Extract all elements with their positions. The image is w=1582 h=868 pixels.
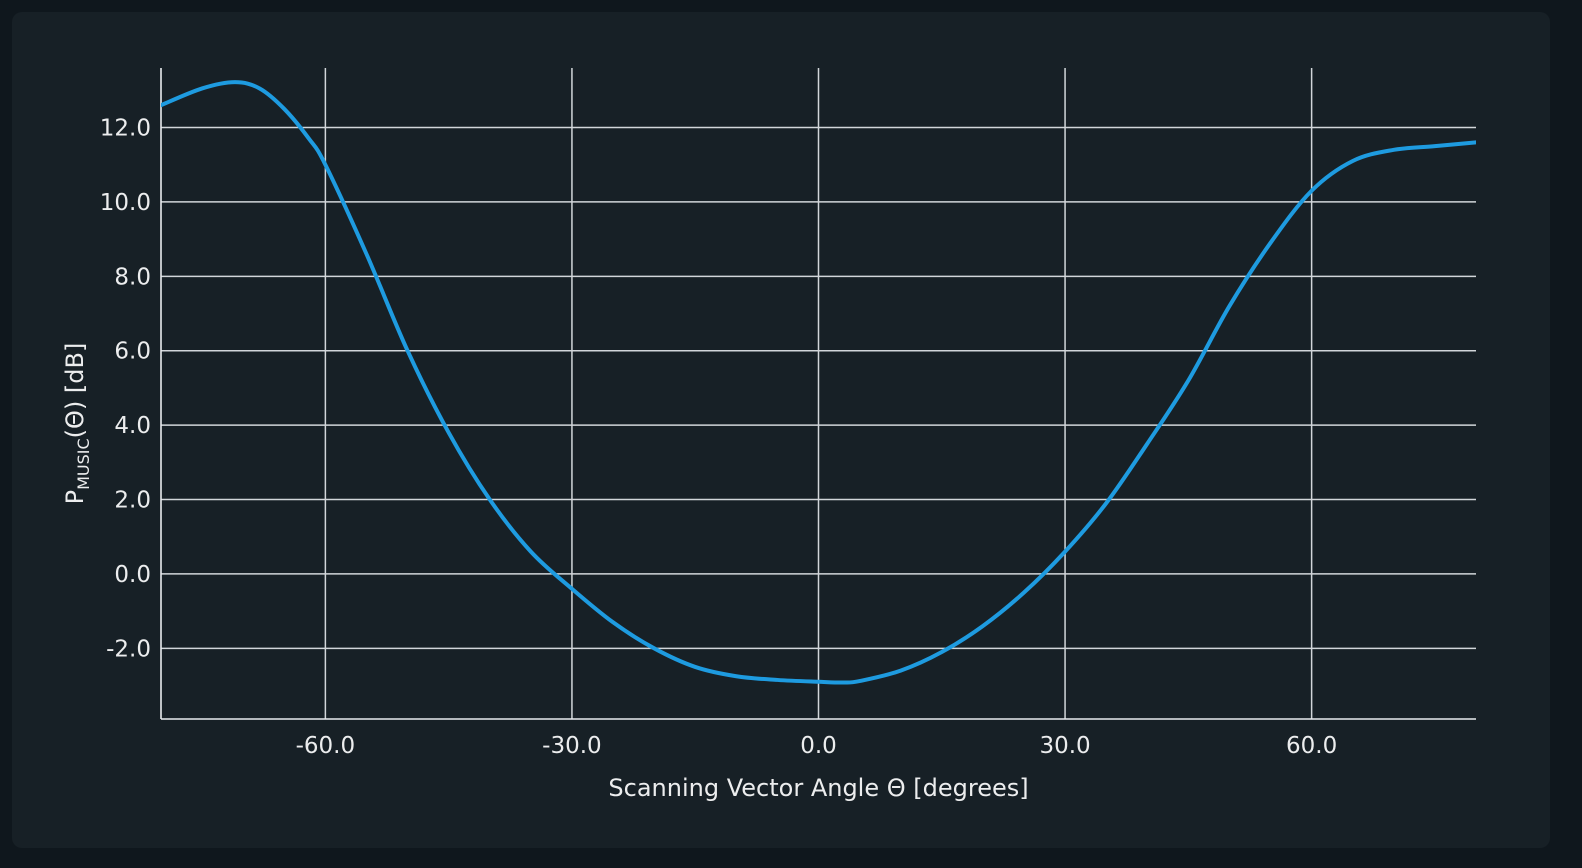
y-tick-label: 8.0 — [114, 264, 151, 290]
y-tick-label: 0.0 — [114, 562, 151, 588]
series-line-0 — [161, 80, 1476, 685]
x-tick-labels: -60.0 -30.0 0.0 30.0 60.0 — [296, 733, 1338, 759]
x-tick-label: -60.0 — [296, 733, 356, 759]
y-axis-title-subscript: MUSIC — [74, 438, 93, 490]
y-tick-label: 10.0 — [100, 190, 151, 216]
y-axis-title-rest: (Θ) [dB] — [61, 343, 89, 439]
y-axis-title: PMUSIC(Θ) [dB] — [61, 343, 93, 505]
y-tick-label: 6.0 — [114, 339, 151, 365]
x-tick-label: -30.0 — [542, 733, 602, 759]
y-tick-labels: -2.0 0.0 2.0 4.0 6.0 8.0 10.0 12.0 — [100, 116, 151, 663]
chart-panel — [12, 12, 1550, 848]
x-axis-title: Scanning Vector Angle Θ [degrees] — [608, 774, 1028, 802]
y-tick-label: -2.0 — [106, 636, 151, 662]
x-tick-label: 0.0 — [800, 733, 837, 759]
series-group — [161, 80, 1476, 685]
x-tick-label: 60.0 — [1286, 733, 1337, 759]
y-tick-label: 2.0 — [114, 488, 151, 514]
y-axis-title-main: P — [61, 490, 89, 504]
y-tick-label: 4.0 — [114, 413, 151, 439]
x-gridlines — [324, 68, 1313, 719]
y-tick-label: 12.0 — [100, 116, 151, 142]
x-tick-label: 30.0 — [1039, 733, 1090, 759]
